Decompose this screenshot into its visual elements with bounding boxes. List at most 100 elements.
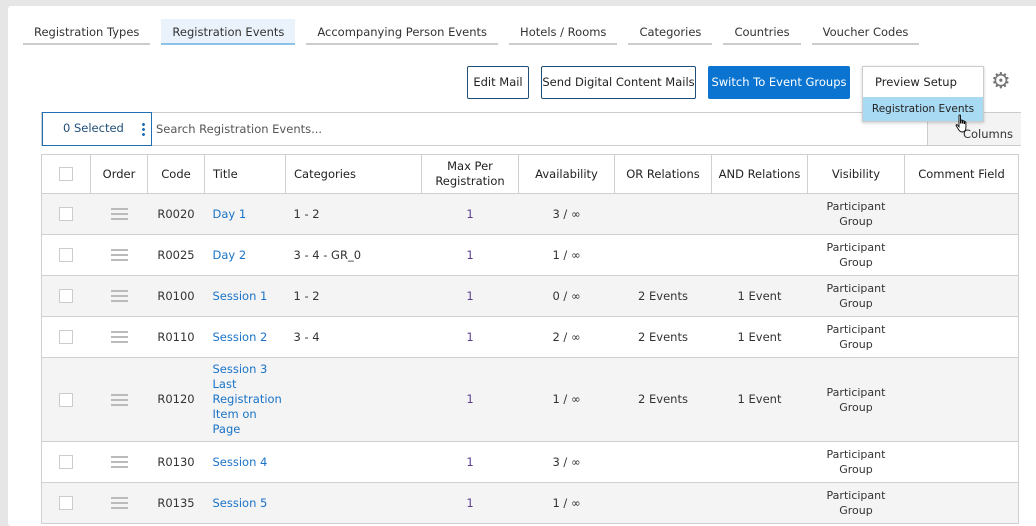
- event-title-link[interactable]: Session 4: [212, 454, 268, 469]
- table-row: R0135 Session 5 1 1 / ∞ Participant Grou…: [41, 482, 1019, 524]
- tab-bar: Registration Types Registration Events Acc…: [23, 19, 930, 45]
- column-header: Visibility: [807, 154, 905, 194]
- tab-hotels-rooms[interactable]: Hotels / Rooms: [509, 19, 618, 45]
- gear-icon[interactable]: ⚙: [991, 69, 1011, 94]
- drag-handle-icon[interactable]: [110, 290, 128, 302]
- order-cell[interactable]: [90, 482, 148, 524]
- availability-cell: 2 / ∞: [518, 316, 615, 358]
- comment-field-cell: [904, 357, 1019, 442]
- visibility-cell: Participant Group: [807, 441, 905, 483]
- search-input[interactable]: [154, 113, 924, 145]
- drag-handle-icon[interactable]: [110, 456, 128, 468]
- row-select[interactable]: [41, 316, 91, 358]
- column-header: Categories: [285, 154, 422, 194]
- row-checkbox[interactable]: [59, 248, 74, 262]
- events-table: Order Code Title Categories Max Per Registra…: [41, 154, 1019, 524]
- preview-item-registration-events[interactable]: Registration Events: [863, 97, 983, 121]
- event-title-link[interactable]: Day 2: [212, 247, 247, 262]
- visibility-cell: Participant Group: [807, 193, 905, 235]
- table-row: R0120 Session 3 Last Registration Item o…: [41, 357, 1019, 442]
- drag-handle-icon[interactable]: [110, 249, 128, 261]
- tab-registration-types[interactable]: Registration Types: [23, 19, 151, 45]
- order-cell[interactable]: [90, 316, 148, 358]
- drag-handle-icon[interactable]: [110, 331, 128, 343]
- column-header: OR Relations: [614, 154, 712, 194]
- code-cell: R0120: [147, 357, 205, 442]
- max-per-registration-cell: 1: [421, 441, 519, 483]
- order-cell[interactable]: [90, 275, 148, 317]
- availability-cell: 3 / ∞: [518, 193, 615, 235]
- and-relations-cell: [711, 234, 808, 276]
- order-cell[interactable]: [90, 234, 148, 276]
- event-title-link[interactable]: Session 5: [212, 495, 268, 510]
- availability-cell: 1 / ∞: [518, 234, 615, 276]
- order-cell[interactable]: [90, 193, 148, 235]
- drag-handle-icon[interactable]: [110, 497, 128, 509]
- comment-field-cell: [904, 316, 1019, 358]
- kebab-icon[interactable]: [142, 122, 145, 136]
- row-checkbox[interactable]: [59, 289, 74, 303]
- code-cell: R0020: [147, 193, 205, 235]
- row-select[interactable]: [41, 357, 91, 442]
- tab-countries[interactable]: Countries: [723, 19, 801, 45]
- switch-to-event-groups-button[interactable]: Switch To Event Groups: [708, 66, 850, 99]
- title-cell: Session 3 Last Registration Item on Page: [204, 357, 286, 442]
- code-cell: R0130: [147, 441, 205, 483]
- row-select[interactable]: [41, 234, 91, 276]
- title-cell: Session 2: [204, 316, 286, 358]
- edit-mail-button[interactable]: Edit Mail: [467, 66, 529, 99]
- selection-menu[interactable]: 0 Selected: [42, 112, 152, 146]
- column-header: AND Relations: [711, 154, 808, 194]
- comment-field-cell: [904, 193, 1019, 235]
- categories-cell: 1 - 2: [285, 275, 422, 317]
- comment-field-cell: [904, 275, 1019, 317]
- select-all-header[interactable]: [41, 154, 91, 194]
- order-cell[interactable]: [90, 441, 148, 483]
- drag-handle-icon[interactable]: [110, 393, 128, 406]
- and-relations-cell: [711, 441, 808, 483]
- tab-categories[interactable]: Categories: [628, 19, 713, 45]
- row-checkbox[interactable]: [59, 496, 74, 510]
- event-title-link[interactable]: Session 3 Last Registration Item on Page: [212, 362, 282, 436]
- column-header: Comment Field: [904, 154, 1019, 194]
- tab-accompanying-person-events[interactable]: Accompanying Person Events: [306, 19, 499, 45]
- or-relations-cell: 2 Events: [614, 357, 712, 442]
- send-digital-content-mails-button[interactable]: Send Digital Content Mails: [541, 66, 696, 99]
- table-row: R0020 Day 1 1 - 2 1 3 / ∞ Participant Gr…: [41, 193, 1019, 235]
- title-cell: Day 1: [204, 193, 286, 235]
- availability-cell: 1 / ∞: [518, 357, 615, 442]
- column-header: Order: [90, 154, 148, 194]
- comment-field-cell: [904, 441, 1019, 483]
- code-cell: R0100: [147, 275, 205, 317]
- or-relations-cell: [614, 234, 712, 276]
- drag-handle-icon[interactable]: [110, 208, 128, 220]
- preview-setup-button[interactable]: Preview Setup: [875, 75, 957, 89]
- order-cell[interactable]: [90, 357, 148, 442]
- event-title-link[interactable]: Session 1: [212, 288, 268, 303]
- hand-cursor-icon: [955, 114, 967, 133]
- select-all-checkbox[interactable]: [59, 167, 73, 181]
- or-relations-cell: 2 Events: [614, 275, 712, 317]
- event-title-link[interactable]: Day 1: [212, 206, 247, 221]
- row-select[interactable]: [41, 275, 91, 317]
- row-checkbox[interactable]: [59, 330, 74, 344]
- row-select[interactable]: [41, 193, 91, 235]
- row-checkbox[interactable]: [59, 455, 74, 469]
- row-select[interactable]: [41, 482, 91, 524]
- row-checkbox[interactable]: [59, 392, 74, 407]
- max-per-registration-cell: 1: [421, 482, 519, 524]
- column-header: Availability: [518, 154, 615, 194]
- or-relations-cell: [614, 193, 712, 235]
- row-checkbox[interactable]: [59, 207, 74, 221]
- categories-cell: [285, 357, 422, 442]
- comment-field-cell: [904, 234, 1019, 276]
- row-select[interactable]: [41, 441, 91, 483]
- table-row: R0110 Session 2 3 - 4 1 2 / ∞ 2 Events 1…: [41, 316, 1019, 358]
- preview-setup-dropdown[interactable]: Preview Setup Registration Events: [862, 66, 984, 122]
- max-per-registration-cell: 1: [421, 234, 519, 276]
- tab-registration-events[interactable]: Registration Events: [161, 19, 296, 45]
- table-row: R0025 Day 2 3 - 4 - GR_0 1 1 / ∞ Partici…: [41, 234, 1019, 276]
- event-title-link[interactable]: Session 2: [212, 329, 268, 344]
- tab-voucher-codes[interactable]: Voucher Codes: [811, 19, 920, 45]
- code-cell: R0135: [147, 482, 205, 524]
